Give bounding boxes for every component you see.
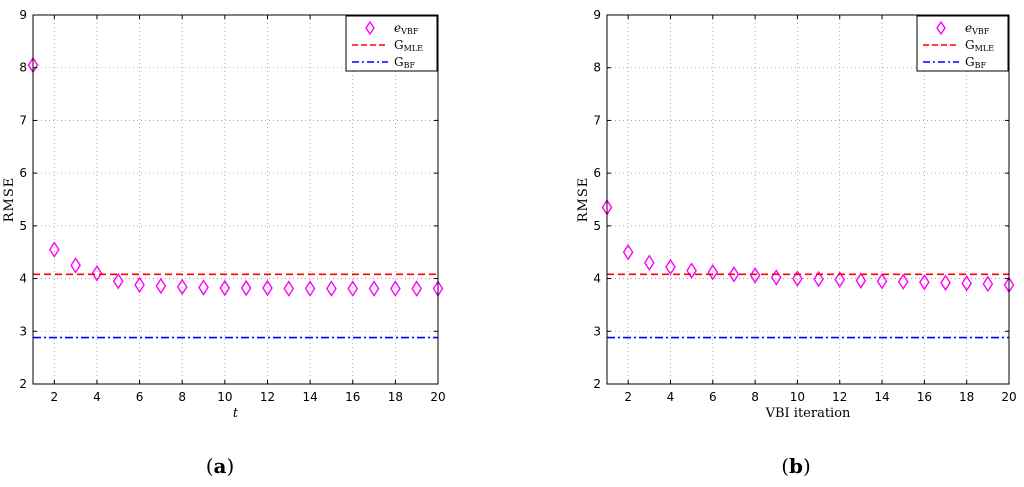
x-tick-label: 2 [624, 390, 632, 404]
data-point [728, 266, 740, 283]
data-point [686, 262, 697, 279]
y-tick-label: 3 [19, 324, 27, 338]
data-point [792, 270, 803, 287]
plot-area [607, 15, 1009, 384]
data-point [70, 257, 81, 274]
data-point [91, 265, 103, 282]
legend-box [916, 15, 1009, 72]
data-point [283, 280, 295, 297]
data-point [390, 280, 401, 297]
y-tick-label: 7 [593, 113, 601, 127]
data-point [897, 273, 909, 291]
x-tick-label: 18 [959, 390, 974, 404]
data-point [134, 276, 145, 294]
data-point [855, 272, 867, 289]
x-tick-label: 6 [709, 390, 717, 404]
y-tick-label: 6 [19, 166, 27, 180]
x-tick-label: 20 [430, 390, 445, 404]
data-point [749, 267, 761, 284]
data-point [304, 280, 316, 297]
data-point [876, 272, 888, 290]
y-tick-label: 8 [19, 61, 27, 75]
y-tick-label: 8 [593, 61, 601, 75]
legend-symbol-vbf [936, 20, 946, 36]
chart-panel-b: 2 4 6 8 10 12 14 16 18 20 2 3 4 5 6 7 8 9 VBI iteration RMS… [576, 8, 1017, 478]
y-tick-label: 4 [593, 272, 601, 286]
x-tick-label: 10 [790, 390, 805, 404]
data-point [813, 270, 824, 288]
panel-label: (a) [206, 454, 235, 478]
x-tick-label: 20 [1001, 390, 1016, 404]
x-tick-label: 6 [136, 390, 144, 404]
data-point [770, 269, 782, 286]
axes-frame [606, 14, 1010, 385]
data-point [961, 275, 973, 292]
data-point [940, 274, 951, 292]
x-axis-label: VBI iteration [765, 406, 851, 421]
legend-entry-vbf: eVBF [394, 21, 419, 36]
data-point [198, 279, 209, 296]
x-tick-label: 18 [388, 390, 403, 404]
x-tick-label: 4 [667, 390, 675, 404]
data-point [834, 271, 846, 288]
data-point [622, 243, 634, 261]
x-axis-label: t [233, 406, 239, 421]
data-point [643, 254, 655, 272]
y-tick-label: 2 [19, 377, 27, 391]
data-point [240, 279, 252, 297]
data-point [48, 241, 60, 258]
x-tick-label: 16 [917, 390, 932, 404]
y-tick-label: 6 [593, 166, 601, 180]
x-tick-label: 8 [178, 390, 186, 404]
data-point [176, 278, 188, 296]
y-tick-label: 3 [593, 324, 601, 338]
y-axis-label: RMSE [576, 177, 591, 223]
legend-entry-mle: GMLE [394, 38, 423, 53]
x-tick-label: 12 [260, 390, 275, 404]
x-tick-label: 4 [93, 390, 101, 404]
x-tick-label: 14 [874, 390, 889, 404]
data-point [262, 279, 273, 297]
legend-entry-bf: GBF [965, 55, 986, 70]
legend-entry-bf: GBF [394, 55, 415, 70]
y-tick-label: 4 [19, 272, 27, 286]
plot-area [33, 15, 438, 384]
legend-symbol-vbf [365, 20, 375, 36]
y-tick-label: 2 [593, 377, 601, 391]
legend-box [345, 15, 438, 72]
data-point [411, 280, 423, 297]
y-tick-label: 9 [19, 8, 27, 22]
legend-entry-vbf: eVBF [965, 21, 990, 36]
data-point [112, 272, 124, 290]
x-tick-label: 12 [832, 390, 847, 404]
data-point [919, 273, 930, 291]
data-point [982, 275, 994, 293]
panel-label: (b) [781, 454, 811, 478]
x-tick-label: 8 [751, 390, 759, 404]
chart-panel-a: 2 4 6 8 10 12 14 16 18 20 2 3 4 5 6 7 8 9 t RMSE eVBF GMLE GBF… [2, 8, 446, 478]
x-tick-label: 2 [50, 390, 58, 404]
y-tick-label: 9 [593, 8, 601, 22]
axes-frame [32, 14, 439, 385]
data-point [219, 279, 231, 297]
data-point [347, 280, 359, 297]
data-point [155, 277, 167, 295]
data-point [707, 263, 719, 281]
x-tick-label: 10 [217, 390, 232, 404]
x-tick-label: 16 [345, 390, 360, 404]
y-tick-label: 5 [19, 219, 27, 233]
legend-entry-mle: GMLE [965, 38, 994, 53]
x-tick-label: 14 [302, 390, 317, 404]
data-point [665, 258, 676, 276]
y-axis-label: RMSE [2, 177, 17, 223]
y-tick-label: 5 [593, 219, 601, 233]
y-tick-label: 7 [19, 113, 27, 127]
data-point [326, 280, 337, 297]
data-point [368, 280, 380, 297]
